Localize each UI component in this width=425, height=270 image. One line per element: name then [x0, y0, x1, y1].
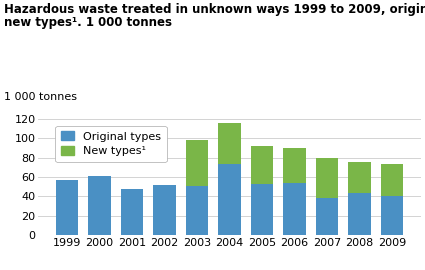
Bar [251, 184, 273, 235]
Bar [381, 164, 403, 196]
Bar [121, 190, 143, 235]
Bar [218, 123, 241, 164]
Bar [348, 162, 371, 193]
Bar [251, 146, 273, 184]
Bar [186, 185, 208, 235]
Bar [153, 185, 176, 235]
Bar [283, 183, 306, 235]
Bar [316, 198, 338, 235]
Text: new types¹. 1 000 tonnes: new types¹. 1 000 tonnes [4, 16, 172, 29]
Bar [283, 148, 306, 183]
Bar [186, 140, 208, 185]
Bar [56, 180, 78, 235]
Bar [218, 164, 241, 235]
Bar [348, 193, 371, 235]
Legend: Original types, New types¹: Original types, New types¹ [55, 126, 167, 162]
Text: 1 000 tonnes: 1 000 tonnes [4, 92, 77, 102]
Bar [381, 196, 403, 235]
Bar [316, 158, 338, 198]
Bar [88, 176, 111, 235]
Text: Hazardous waste treated in unknown ways 1999 to 2009, original and: Hazardous waste treated in unknown ways … [4, 3, 425, 16]
